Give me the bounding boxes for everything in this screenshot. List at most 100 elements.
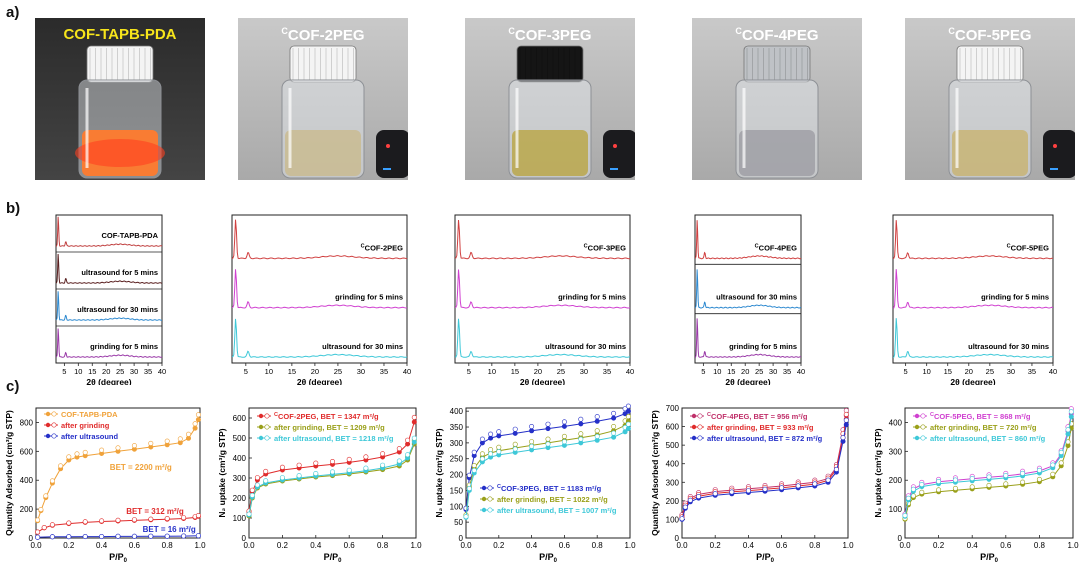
legend-marker-open <box>487 507 493 513</box>
adsorption-point <box>625 408 631 414</box>
desorption-point <box>99 447 105 453</box>
adsorption-point <box>843 422 849 428</box>
x-tick-label: 0.6 <box>1000 541 1012 550</box>
y-tick-label: 50 <box>454 518 463 527</box>
adsorption-point <box>496 433 502 439</box>
xrd-label-text: COF-3PEG <box>588 243 627 252</box>
legend-label: CCOF-5PEG, BET = 868 m²/g <box>930 412 1031 421</box>
bet-annotation: BET = 2200 m²/g <box>110 463 172 472</box>
desorption-point <box>131 517 137 523</box>
isotherm-panel: 0.0 0.2 0.4 0.6 0.8 1.00200400600800P/P0Quant… <box>4 403 1079 564</box>
legend-marker-open <box>920 413 926 419</box>
xrd-tick-label: 35 <box>1028 367 1036 376</box>
x-axis-label-text: P/P <box>324 552 339 562</box>
desorption-point <box>35 517 41 523</box>
xrd-tick-label: 10 <box>265 367 273 376</box>
legend-label: after ultrasound, BET = 1007 m²/g <box>497 506 617 515</box>
desorption-point <box>177 436 183 442</box>
xrd-tick-label: 15 <box>944 367 952 376</box>
xrd-curve <box>892 318 1054 358</box>
desorption-point <box>263 478 269 484</box>
desorption-point <box>986 474 992 480</box>
xrd-curve-label: ultrasound for 5 mins <box>81 268 158 277</box>
desorption-point <box>1003 481 1009 487</box>
bet-annotation: BET = 312 m²/g <box>126 507 184 516</box>
vial-photo: CCOF-2PEG <box>238 18 408 180</box>
xrd-xlabel: 2θ (degree) <box>950 377 995 385</box>
desorption-point <box>49 522 55 528</box>
desorption-point <box>115 533 121 539</box>
x-tick-label: 1.0 <box>410 541 422 550</box>
xrd-curve <box>454 318 631 358</box>
desorption-point <box>164 533 170 539</box>
xrd-curve-label: ultrasound for 30 mins <box>716 293 797 302</box>
desorption-point <box>380 451 386 457</box>
desorption-point <box>1020 470 1026 476</box>
x-tick-label: 0.6 <box>776 541 788 550</box>
y-tick-label: 250 <box>450 455 464 464</box>
desorption-point <box>49 478 55 484</box>
xrd-tick-label: 15 <box>88 367 96 376</box>
desorption-point <box>625 421 631 427</box>
desorption-point <box>99 518 105 524</box>
desorption-point <box>488 431 494 437</box>
xrd-tick-label: 25 <box>116 367 124 376</box>
desorption-point <box>578 436 584 442</box>
desorption-point <box>35 529 41 535</box>
title-superscript: C <box>281 26 288 36</box>
desorption-point <box>488 451 494 457</box>
adsorption-point <box>578 421 584 427</box>
y-tick-label: 0 <box>29 534 34 543</box>
adsorption-point <box>1068 414 1074 420</box>
desorption-point <box>488 447 494 453</box>
legend-marker-filled <box>914 435 920 441</box>
desorption-point <box>466 472 472 478</box>
xrd-curve-label: grinding for 5 mins <box>90 342 158 351</box>
legend-marker-filled <box>258 413 264 419</box>
xrd-tick-label: 35 <box>603 367 611 376</box>
xrd-label-superscript: C <box>361 243 365 249</box>
desorption-point <box>195 513 201 519</box>
x-tick-label: 0.0 <box>460 541 472 550</box>
legend-label: after ultrasound <box>61 432 119 441</box>
desorption-point <box>41 525 47 531</box>
x-tick-label: 0.8 <box>162 541 174 550</box>
y-tick-label: 400 <box>889 418 903 427</box>
legend-marker-filled <box>481 507 487 513</box>
x-tick-label: 0.4 <box>743 541 755 550</box>
legend-marker-open <box>51 422 57 428</box>
xrd-tick-label: 35 <box>380 367 388 376</box>
legend-text: COF-2PEG, BET = 1347 m²/g <box>278 412 379 421</box>
x-tick-label: 0.0 <box>243 541 255 550</box>
legend-text: COF-4PEG, BET = 956 m²/g <box>711 412 808 421</box>
xrd-curve <box>455 269 631 309</box>
panel-b-letter: b) <box>6 200 21 217</box>
desorption-point <box>82 519 88 525</box>
desorption-point <box>969 476 975 482</box>
xrd-plot: COF-TAPB-PDA ultrasound for 5 mins ultraso… <box>55 214 166 385</box>
adsorption-point <box>561 423 567 429</box>
legend-marker-filled <box>691 435 697 441</box>
x-axis-label-text: P/P <box>756 552 771 562</box>
desorption-point <box>936 479 942 485</box>
legend-marker-open <box>51 433 57 439</box>
legend-marker-open <box>487 485 493 491</box>
desorption-point <box>561 419 567 425</box>
x-axis-label-text: P/P <box>980 552 995 562</box>
x-tick-label: 0.0 <box>899 541 911 550</box>
xrd-curve-label: ultrasound for 30 mins <box>968 342 1049 351</box>
desorption-point <box>496 449 502 455</box>
xrd-curve-label: ultrasound for 30 mins <box>322 342 403 351</box>
xrd-tick-label: 20 <box>534 367 542 376</box>
legend-marker-filled <box>691 413 697 419</box>
xrd-plot: CCOF-3PEG grinding for 5 mins ultrasound f… <box>454 214 634 385</box>
desorption-point <box>833 466 839 472</box>
desorption-point <box>396 446 402 452</box>
x-axis-label: P/P0 <box>324 552 343 564</box>
isotherm-frame <box>248 407 417 539</box>
adsorption-point <box>622 411 628 417</box>
desorption-point <box>512 441 518 447</box>
desorption-point <box>131 533 137 539</box>
desorption-point <box>1068 409 1074 415</box>
desorption-point <box>843 411 849 417</box>
